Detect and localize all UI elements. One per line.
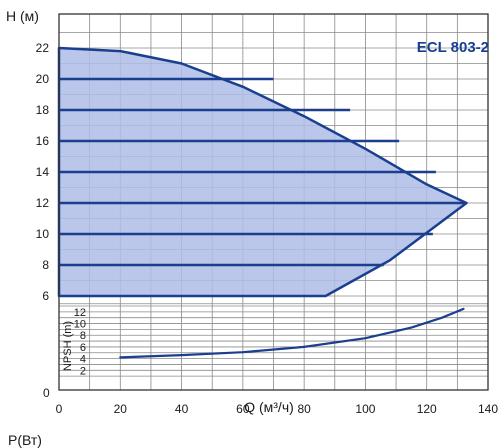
x-tick-label: 0	[56, 402, 63, 416]
npsh-layer	[119, 307, 465, 359]
y-tick-label: 8	[42, 258, 49, 272]
npsh-axis-label: NPSH (m)	[62, 321, 74, 371]
y-tick-label: 12	[36, 196, 50, 210]
npsh-tick-label: 8	[80, 330, 86, 342]
npsh-tick-label: 12	[74, 307, 86, 319]
y-tick-label: 14	[36, 165, 50, 179]
npsh-curve	[119, 307, 465, 359]
chart-title: ECL 803-2	[417, 39, 489, 56]
y-tick-label: 6	[42, 289, 49, 303]
x-axis-label: Q (м³/ч)	[244, 399, 294, 415]
x-tick-label: 20	[114, 402, 128, 416]
y-tick-label: 16	[36, 134, 50, 148]
y-tick-label: 22	[36, 41, 50, 55]
tick-labels: 0 20 40 60 80 100 120 1406810121416182022246810…	[36, 41, 499, 416]
x-tick-label: 60	[236, 402, 250, 416]
x-tick-label: 140	[478, 402, 498, 416]
y-axis-label: H (м)	[6, 8, 39, 24]
chart-frame	[58, 13, 489, 391]
npsh-tick-label: 6	[80, 342, 86, 354]
plot-frame	[58, 13, 489, 391]
x-tick-label: 40	[175, 402, 189, 416]
x-tick-label: 100	[355, 402, 375, 416]
power-chart-label: P(Вт)	[8, 432, 42, 448]
npsh-tick-label: 4	[80, 354, 86, 366]
y-tick-label: 10	[36, 227, 50, 241]
x-tick-label: 120	[417, 402, 437, 416]
x-tick-label: 80	[297, 402, 311, 416]
npsh-zero-label: 0	[43, 386, 50, 400]
y-tick-label: 20	[36, 72, 50, 86]
speed-lines-layer	[59, 77, 467, 267]
y-tick-label: 18	[36, 103, 50, 117]
npsh-tick-label: 2	[80, 365, 86, 377]
npsh-tick-label: 10	[74, 319, 86, 331]
